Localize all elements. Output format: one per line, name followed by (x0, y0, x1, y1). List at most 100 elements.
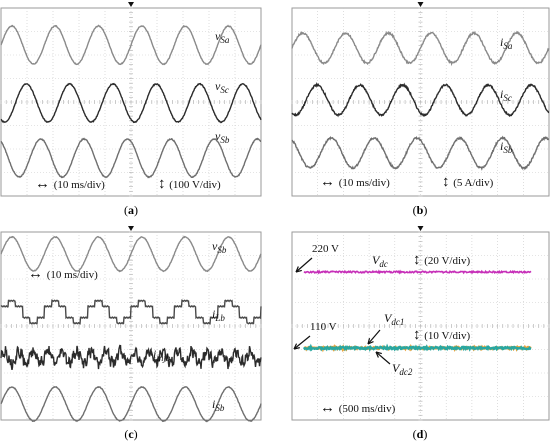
trace-v-Sb (0, 235, 262, 273)
caption-paren: ( (413, 427, 417, 441)
scale-arrow-icon: ↔ (320, 174, 339, 190)
level-arrow-220-head-icon (295, 266, 302, 273)
series-label-v-Sb: vSb (212, 239, 227, 255)
series-label-V-dc1: Vdc1 (384, 311, 404, 327)
caption-letter: d (417, 427, 424, 441)
vdc1-pointer-arrow-head-icon (367, 338, 374, 345)
centre-ticks (291, 231, 550, 421)
label-subscript: Lb (214, 313, 225, 323)
vdc1-pointer-arrow (367, 329, 381, 345)
grid-lines (292, 8, 549, 196)
trace-v-Sb (0, 137, 262, 179)
trigger-marker-icon (128, 2, 134, 7)
label-subscript: Sc (503, 93, 512, 103)
current-scale-label: ↕ (5 A/div) (442, 174, 494, 190)
scale-arrow-icon: ↕ (413, 252, 424, 268)
label-subscript: Sc (220, 85, 229, 95)
scale-text: (100 V/div) (169, 179, 221, 191)
caption-letter: a (128, 203, 134, 217)
label-symbol: V (392, 361, 401, 375)
label-subscript: Sb (217, 245, 227, 255)
caption-paren: ( (124, 427, 128, 441)
label-symbol: i (212, 397, 215, 411)
label-subscript: Sb (220, 135, 230, 145)
trigger-marker-icon (128, 226, 134, 231)
scale-text: (500 ms/div) (339, 403, 396, 415)
label-symbol: v (212, 239, 218, 253)
scale-arrow-icon: ↔ (28, 266, 47, 282)
trace-V-dc (303, 269, 532, 275)
series-label-i-Sb: iSb (500, 139, 513, 155)
centre-ticks (0, 7, 262, 197)
scale-arrow-icon: ↕ (413, 327, 424, 343)
voltage-scale-label: ↕ (100 V/div) (158, 176, 221, 192)
time-scale-label: ↔ (500 ms/div) (320, 400, 396, 416)
vdc2-pointer-arrow-head-icon (375, 351, 382, 358)
caption-paren: ( (413, 203, 417, 217)
time-scale-label: ↔ (10 ms/div) (35, 176, 105, 192)
label-subscript: dc (379, 259, 388, 269)
label-symbol: V (372, 253, 381, 267)
scale-text: (5 A/div) (453, 177, 493, 189)
time-scale-label: ↔ (10 ms/div) (28, 266, 98, 282)
vdc2-pointer-arrow (375, 351, 391, 365)
level-arrow-110-head-icon (293, 343, 300, 350)
trigger-marker-icon (417, 226, 424, 231)
series-label-V-dc2: Vdc2 (392, 361, 413, 377)
series-label-i-Sa: iSa (500, 35, 513, 51)
series-label-i-Lb: iLb (212, 307, 225, 323)
caption-a: (a) (124, 203, 138, 217)
label-subscript: injb (156, 353, 171, 363)
voltage-scale-label-dc-split: ↕ (10 V/div) (413, 327, 471, 343)
label-symbol: i (500, 139, 503, 153)
scale-text: (10 ms/div) (47, 269, 98, 281)
trace-V-dc2 (302, 343, 532, 353)
caption-letter: c (128, 427, 134, 441)
series-label-i-Sb: iSb (212, 397, 225, 413)
trace-i-Sb (291, 135, 550, 171)
label-symbol: i (500, 87, 503, 101)
scale-text: (20 V/div) (424, 255, 470, 267)
level-arrow-220 (295, 257, 313, 273)
scale-text: (10 ms/div) (54, 179, 105, 191)
label-symbol: i (153, 347, 156, 361)
series-label-v-Sb: vSb (215, 129, 230, 145)
label-symbol: v (215, 79, 221, 93)
voltage-scale-label-dc: ↕ (20 V/div) (413, 252, 471, 268)
level-label-110: 110 V (310, 321, 337, 333)
caption-paren: ) (134, 427, 138, 441)
level-arrow-110 (293, 335, 311, 350)
series-label-v-Sc: vSc (215, 79, 229, 95)
caption-paren: ) (134, 203, 138, 217)
scale-arrow-icon: ↔ (320, 400, 339, 416)
caption-paren: ( (124, 203, 128, 217)
level-label-220: 220 V (312, 243, 339, 255)
trace-i-Lb (0, 299, 262, 325)
scale-text: (10 ms/div) (339, 177, 390, 189)
scale-arrow-icon: ↔ (35, 176, 54, 192)
scale-arrow-icon: ↕ (442, 174, 453, 190)
trace-v-Sc (0, 82, 262, 124)
label-subscript: dc1 (391, 317, 404, 327)
caption-paren: ) (423, 427, 427, 441)
caption-paren: ) (423, 203, 427, 217)
scale-text: (10 V/div) (424, 330, 470, 342)
label-subscript: Sb (215, 403, 225, 413)
trace-i-Sb (0, 385, 262, 423)
centre-ticks (291, 7, 550, 197)
time-scale-label: ↔ (10 ms/div) (320, 174, 390, 190)
label-subscript: Sa (220, 35, 230, 45)
trace-v-Sa (0, 24, 262, 66)
trace-i-injb (0, 344, 262, 371)
caption-b: (b) (413, 203, 428, 217)
label-symbol: v (215, 29, 221, 43)
series-label-v-Sa: vSa (215, 29, 230, 45)
label-symbol: i (500, 35, 503, 49)
series-label-V-dc: Vdc (372, 253, 388, 269)
series-label-i-injb: iinjb (153, 347, 171, 363)
